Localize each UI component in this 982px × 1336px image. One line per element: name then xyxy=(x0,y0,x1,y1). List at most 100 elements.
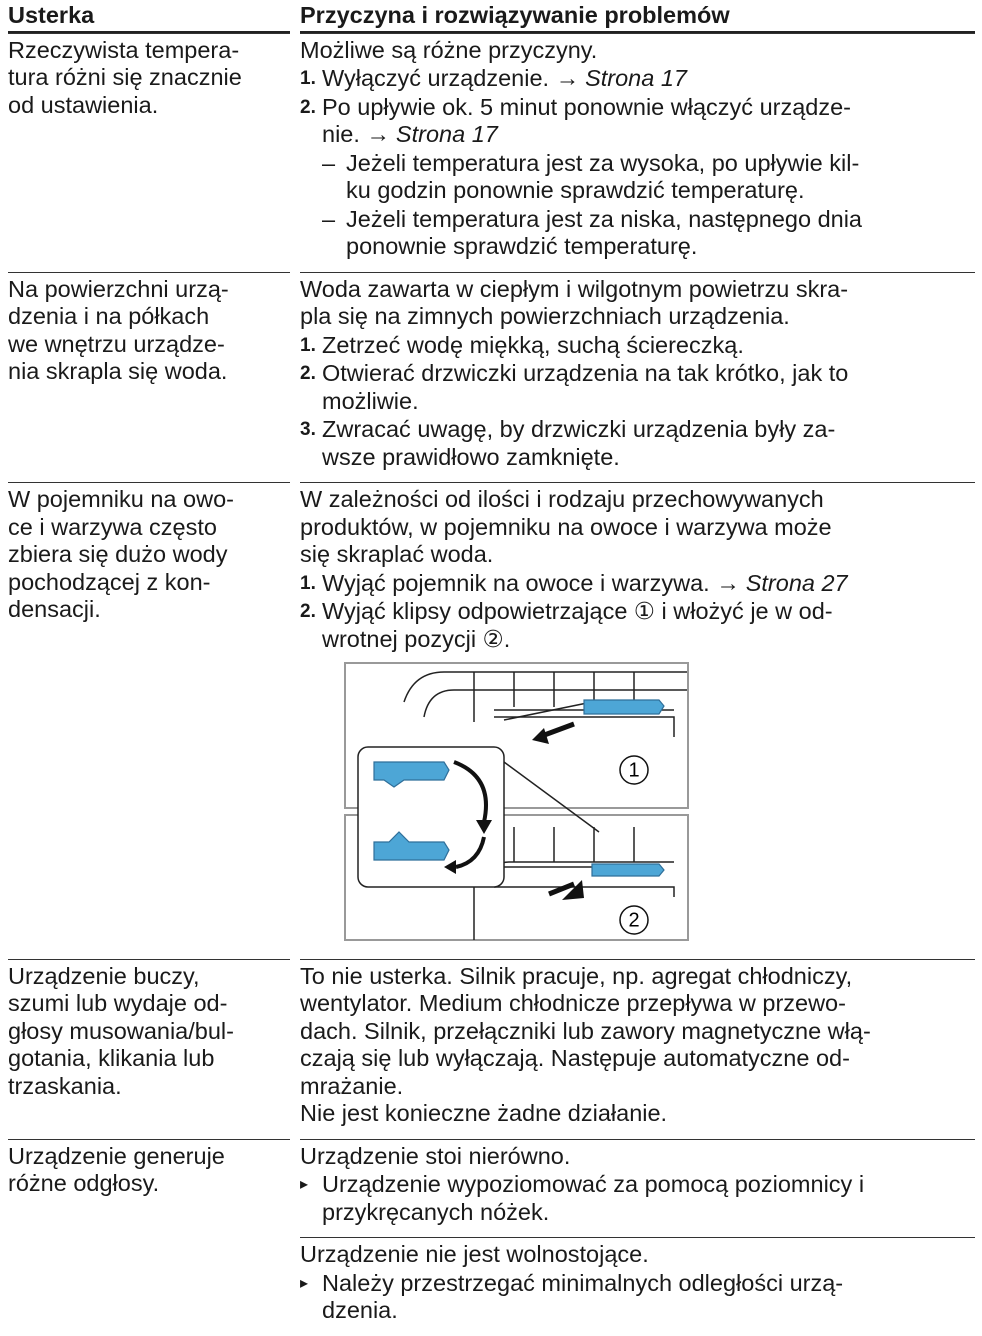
list-item: 2. Otwierać drzwiczki urządzenia na tak k… xyxy=(300,360,975,415)
remedy-cell: Możliwe są różne przyczyny. 1. Wyłączyć ur… xyxy=(300,32,975,272)
text-line: wentylator. Medium chłodnicze przepływa … xyxy=(300,990,846,1016)
page-link: Strona 17 xyxy=(585,65,687,91)
list-item: – Jeżeli temperatura jest za niska, nastę… xyxy=(300,206,975,261)
text-line: Wyjąć pojemnik na owoce i warzywa. → Stro… xyxy=(322,570,848,598)
text: nie. → xyxy=(322,121,390,147)
item-marker: 2. xyxy=(300,601,316,622)
remedy-cell: To nie usterka. Silnik pracuje, np. agre… xyxy=(300,958,975,1139)
item-text: Wyłączyć urządzenie. → Strona 17 xyxy=(322,65,687,93)
text-line: To nie usterka. Silnik pracuje, np. agre… xyxy=(300,962,853,989)
text-line: tura różni się znacznie xyxy=(8,64,242,90)
text-line: Możliwe są różne przyczyny. xyxy=(300,36,598,63)
illustration: 12 xyxy=(344,662,689,941)
list-item: – Jeżeli temperatura jest za wysoka, po u… xyxy=(300,150,975,205)
fault-cell: Na powierzchni urzą-dzenia i na półkach w… xyxy=(8,271,290,483)
remedy-block: W zależności od ilości i rodzaju przecho… xyxy=(300,482,975,959)
list-item: 3. Zwracać uwagę, by drzwiczki urządzenia… xyxy=(300,416,975,471)
item-text: Po upływie ok. 5 minut ponownie włączyć … xyxy=(322,94,851,149)
item-text: Jeżeli temperatura jest za niska, następ… xyxy=(346,206,862,261)
remedy-block: Możliwe są różne przyczyny. 1. Wyłączyć ur… xyxy=(300,32,975,272)
text-line: Zetrzeć wodę miękką, suchą ściereczką. xyxy=(322,331,744,358)
header-cell: Przyczyna i rozwiązywanie problemów xyxy=(300,0,975,33)
list-item: Urządzenie stoi nierówno. xyxy=(300,1143,975,1171)
text-line: ce i warzywa często xyxy=(8,513,217,540)
list-item: 2. Po upływie ok. 5 minut ponownie włączy… xyxy=(300,94,975,149)
text-line: od ustawienia. xyxy=(8,91,159,118)
text-line: W zależności od ilości i rodzaju przecho… xyxy=(300,486,824,512)
text-line: dzenia i na półkach xyxy=(8,303,210,329)
list-item: Woda zawarta w ciepłym i wilgotnym powie… xyxy=(300,276,975,331)
figure-label: 1 xyxy=(628,759,639,781)
remedy-cell: W zależności od ilości i rodzaju przecho… xyxy=(300,482,975,959)
text-line: Woda zawarta w ciepłym i wilgotnym powie… xyxy=(300,275,849,302)
fault-cell: W pojemniku na owo-ce i warzywa często zb… xyxy=(8,482,290,959)
remedy-block: Urządzenie stoi nierówno. ▸ Urządzenie wyp… xyxy=(300,1138,975,1238)
text-line: czają się lub wyłączają. Następuje autom… xyxy=(300,1045,850,1071)
list-item: 2. Wyjąć klipsy odpowietrzające ① i włoży… xyxy=(300,598,975,653)
text-line: Urządzenie buczy, xyxy=(8,962,200,989)
text-line: mrażanie. xyxy=(300,1072,404,1099)
item-marker: 3. xyxy=(300,419,316,440)
text-line: nie. → Strona 17 xyxy=(322,121,851,149)
fault-cell: Urządzenie generuje różne odgłosy. xyxy=(8,1138,290,1336)
item-text: Otwierać drzwiczki urządzenia na tak kró… xyxy=(322,360,848,415)
text-line: ku godzin ponownie sprawdzić temperaturę… xyxy=(346,177,805,203)
text-line: głosy musowania/bul- xyxy=(8,1017,234,1044)
text-line: Nie jest konieczne żadne działanie. xyxy=(300,1100,668,1126)
item-marker: ▸ xyxy=(300,1176,309,1193)
text-line: ponownie sprawdzić temperaturę. xyxy=(346,233,698,259)
text-line: Zwracać uwagę, by drzwiczki urządzenia b… xyxy=(322,416,836,442)
fault-cell: Rzeczywista tempera-tura różni się znacz… xyxy=(8,32,290,272)
item-marker: ▸ xyxy=(300,1274,309,1292)
text-line: Wyłączyć urządzenie. → Strona 17 xyxy=(322,65,687,93)
item-text: Urządzenie wypoziomować za pomocą poziom… xyxy=(322,1171,864,1226)
table-row: Urządzenie buczy, szumi lub wydaje od-gło… xyxy=(8,958,975,1139)
item-text: Zetrzeć wodę miękką, suchą ściereczką. xyxy=(322,332,744,360)
text-line: Rzeczywista tempera- xyxy=(8,36,240,63)
text-line: wsze prawidłowo zamknięte. xyxy=(322,443,620,470)
text-line: W pojemniku na owo- xyxy=(8,486,234,512)
remedy-block: Woda zawarta w ciepłym i wilgotnym powie… xyxy=(300,271,975,483)
table-header: Usterka Przyczyna i rozwiązywanie proble… xyxy=(8,0,975,33)
text-line: Wyjąć klipsy odpowietrzające ① i włożyć … xyxy=(322,598,833,624)
text-line: wrotnej pozycji ②. xyxy=(322,625,511,652)
list-item: W zależności od ilości i rodzaju przecho… xyxy=(300,486,975,569)
text-line: różne odgłosy. xyxy=(8,1170,160,1196)
page-link: Strona 27 xyxy=(745,569,848,596)
item-text: Woda zawarta w ciepłym i wilgotnym powie… xyxy=(300,276,975,331)
item-text: Zwracać uwagę, by drzwiczki urządzenia b… xyxy=(322,416,835,471)
table-row: W pojemniku na owo-ce i warzywa często zb… xyxy=(8,482,975,959)
list-item: 1. Wyjąć pojemnik na owoce i warzywa. → St… xyxy=(300,570,975,598)
figure-label: 2 xyxy=(628,909,639,931)
text-line: Urządzenie nie jest wolnostojące. xyxy=(300,1241,649,1267)
list-item: To nie usterka. Silnik pracuje, np. agre… xyxy=(300,963,975,1128)
item-text: To nie usterka. Silnik pracuje, np. agre… xyxy=(300,963,975,1128)
text-line: pochodzącej z kon- xyxy=(8,568,211,595)
text-line: Jeżeli temperatura jest za niska, następ… xyxy=(346,205,863,232)
table-row: Urządzenie generuje różne odgłosy. Urządze… xyxy=(8,1138,975,1336)
text-line: we wnętrzu urządze- xyxy=(8,330,225,357)
item-marker: 1. xyxy=(300,68,316,89)
item-text: Wyjąć klipsy odpowietrzające ① i włożyć … xyxy=(322,598,833,653)
item-marker: – xyxy=(322,205,336,232)
list-item: Możliwe są różne przyczyny. xyxy=(300,37,975,65)
text: Wyjąć pojemnik na owoce i warzywa. → xyxy=(322,569,740,596)
item-text: Należy przestrzegać minimalnych odległoś… xyxy=(322,1270,843,1325)
item-text: Jeżeli temperatura jest za wysoka, po up… xyxy=(346,150,859,205)
list-item: ▸ Urządzenie wypoziomować za pomocą pozio… xyxy=(300,1171,975,1226)
text-line: dzenia. xyxy=(322,1297,398,1323)
text-line: trzaskania. xyxy=(8,1072,122,1099)
text: Wyłączyć urządzenie. → xyxy=(322,65,580,91)
text-line: densacji. xyxy=(8,596,101,622)
header-cell: Usterka xyxy=(8,0,290,33)
item-text: Wyjąć pojemnik na owoce i warzywa. → Stro… xyxy=(322,570,848,598)
text-line: szumi lub wydaje od- xyxy=(8,990,228,1016)
remedy-cell: Woda zawarta w ciepłym i wilgotnym powie… xyxy=(300,271,975,483)
table-row: Rzeczywista tempera-tura różni się znacz… xyxy=(8,32,975,272)
page-link: Strona 17 xyxy=(395,121,498,147)
item-marker: 1. xyxy=(300,334,316,356)
item-marker: 2. xyxy=(300,96,316,118)
list-item: ▸ Należy przestrzegać minimalnych odległo… xyxy=(300,1270,975,1325)
item-marker: 1. xyxy=(300,572,316,594)
text-line: przykręcanych nóżek. xyxy=(322,1198,550,1225)
